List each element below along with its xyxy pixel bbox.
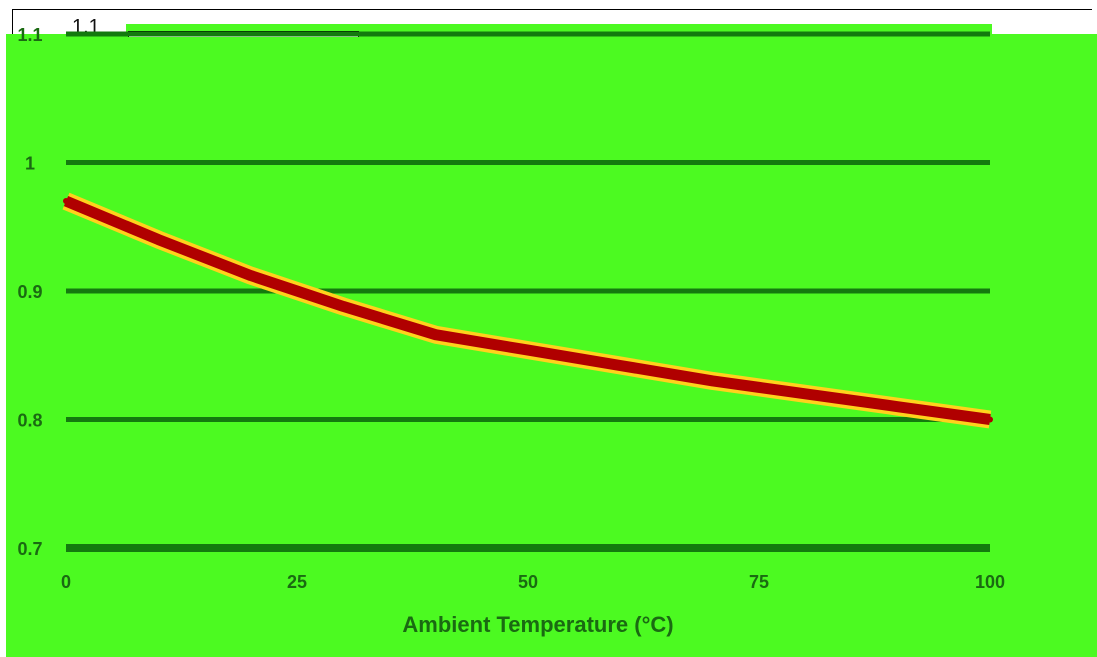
y-tick-labels: 0.7 0.8 0.9 1 1.1 — [17, 25, 42, 559]
data-point — [340, 303, 347, 310]
data-point — [617, 362, 624, 369]
data-point — [294, 288, 300, 294]
x-tick-label: 25 — [287, 572, 307, 592]
grid-layer — [66, 31, 990, 552]
data-point — [525, 347, 531, 354]
series-line — [63, 195, 991, 425]
y-tick-label: 1 — [25, 154, 35, 174]
data-point — [709, 377, 716, 384]
x-tick-label: 75 — [749, 572, 769, 592]
x-tick-labels: 0 25 50 75 100 — [61, 572, 1005, 592]
x-tick-label: 100 — [975, 572, 1005, 592]
y-tick-label: 1.1 — [17, 25, 42, 45]
y-tick-label: 0.9 — [17, 282, 42, 302]
series-line-glow — [62, 192, 992, 429]
x-tick-label: 50 — [518, 572, 538, 592]
data-point — [247, 272, 254, 279]
data-point — [802, 390, 809, 397]
x-axis-title: Ambient Temperature (°C) — [402, 612, 673, 637]
data-point — [432, 331, 439, 338]
x-tick-label: 0 — [61, 572, 71, 592]
data-point — [756, 384, 762, 391]
data-point — [155, 236, 162, 243]
y-tick-label: 0.8 — [17, 411, 42, 431]
data-point — [894, 403, 901, 410]
series-layer — [62, 192, 993, 429]
data-point — [987, 416, 993, 423]
y-tick-label: 0.7 — [17, 539, 42, 559]
data-point — [63, 198, 69, 205]
